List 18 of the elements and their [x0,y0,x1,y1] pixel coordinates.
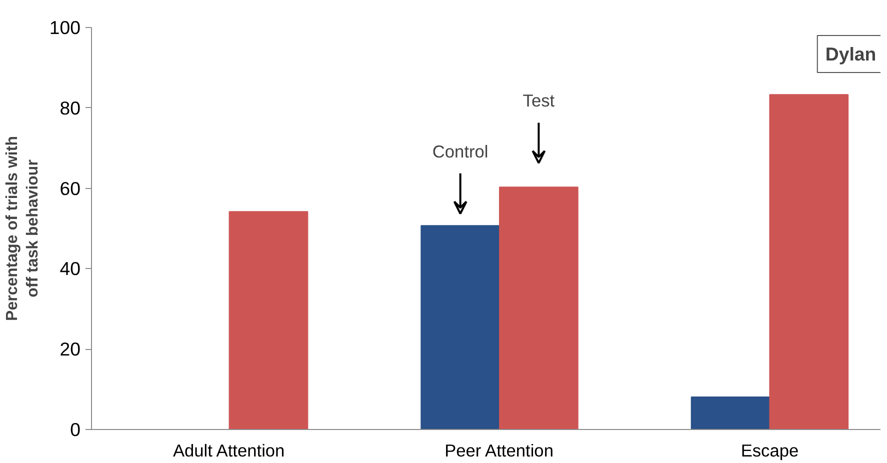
y-tick-label: 20 [60,338,81,360]
bar [769,94,849,430]
bar [690,396,770,430]
y-tick-label: 100 [49,17,81,38]
bar [499,186,578,430]
y-tick-label: 40 [60,258,81,280]
y-axis-title: Percentage of trials with off task behaviour [4,136,42,321]
x-tick-label: Adult Attention [172,440,285,460]
x-tick-label: Escape [740,440,799,460]
y-tick-label: 80 [60,97,81,118]
y-tick-label: 60 [60,178,81,199]
bar [420,225,500,430]
annotation: Control [432,141,488,162]
annotation: Dylan [825,44,876,65]
x-tick-label: Peer Attention [444,440,554,460]
annotation: Test [522,90,555,111]
y-tick-label: 0 [70,419,81,440]
bar [228,211,308,430]
